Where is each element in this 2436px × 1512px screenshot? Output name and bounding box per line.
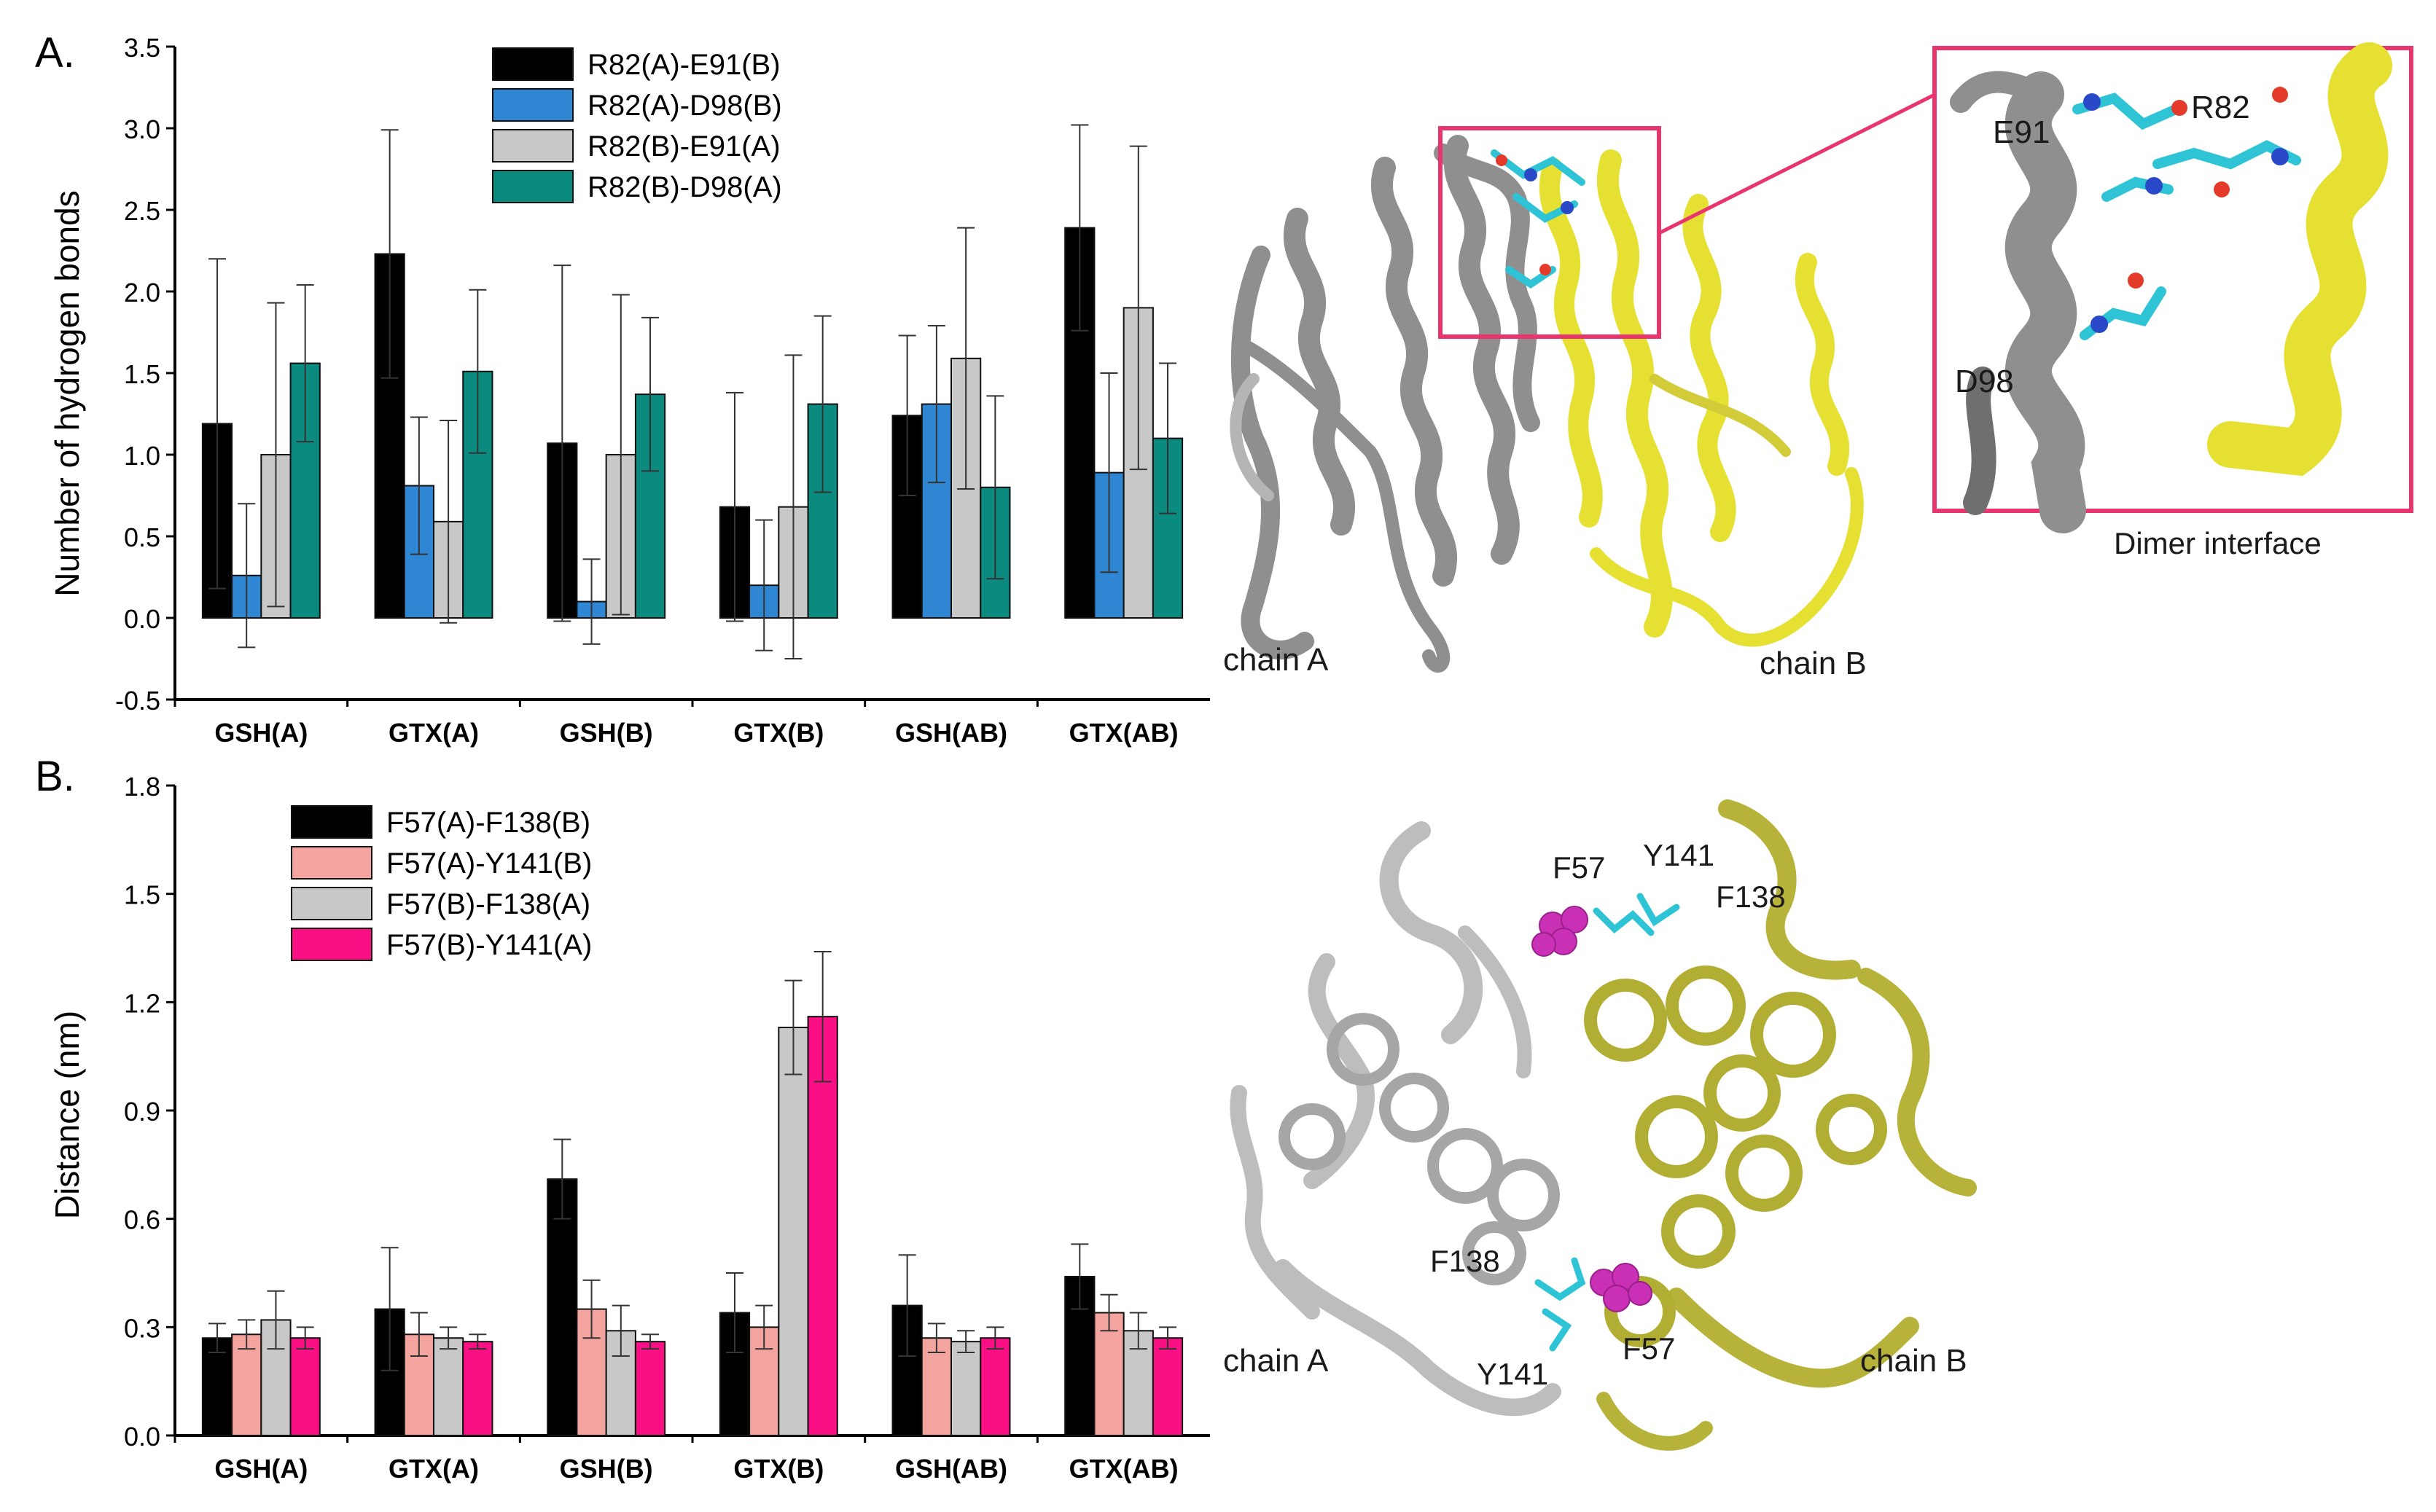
legend-swatch [492,47,574,81]
x-tick-label: GSH(B) [560,718,653,748]
f57-spheres-bottom [1590,1263,1652,1312]
y-tick-label: 2.0 [124,278,160,308]
chart-b: B. 0.0 0.3 0.6 0.9 1.2 1.5 1.8 GSH(A) GTX(A) GSH(… [35,753,1210,1484]
bar [634,1341,666,1436]
residue-label-r82: R82 [2191,90,2250,125]
y-axis-title-b: Distance (nm) [48,1011,86,1219]
bar [980,1337,1011,1436]
x-tick-label: GSH(AB) [895,1454,1007,1484]
residue-label-y141-bottom: Y141 [1477,1357,1548,1391]
x-tick-label: GTX(A) [389,718,479,748]
protein-structure-bottom: F57 Y141 F138 F138 Y141 F57 chain A chai… [1223,799,1977,1451]
panel-label-a: A. [35,29,75,77]
legend-b: F57(A)-F138(B) F57(A)-Y141(B) F57(B)-F138(… [291,805,592,961]
y-tick-label: 0.3 [124,1313,160,1343]
chart-a-plot: -0.5 0.0 0.5 1.0 1.5 2.0 2.5 3.0 3.5 GSH(A) GTX(A)… [115,33,1210,748]
zoom-connector-line [1658,93,1936,235]
legend-swatch [492,170,574,203]
chart-a: A. -0.5 0.0 0.5 1.0 1.5 2.0 2.5 3.0 3.5 GSH(A) GTX… [35,29,1210,748]
residue-label-y141-top: Y141 [1643,838,1714,872]
bar [1064,227,1096,619]
legend-entry: F57(B)-F138(A) [386,888,590,920]
bar [547,1178,578,1436]
chain-b-label-top: chain B [1760,646,1867,681]
legend-swatch [492,88,574,122]
chain-b-label-bottom: chain B [1860,1343,1967,1379]
y-tick-label: 1.5 [124,880,160,910]
residue-label-e91: E91 [1993,114,2050,150]
y-tick-label: -0.5 [115,686,160,716]
inset-atoms [2083,87,2289,333]
bar [807,1016,838,1436]
y-tick-label: 0.6 [124,1205,160,1235]
interface-residues-sticks [1491,149,1585,289]
legend-a: R82(A)-E91(B) R82(A)-D98(B) R82(B)-E91(A) R… [492,47,782,203]
residue-label-f138-top: F138 [1716,880,1786,914]
inset-yellow-helix [2207,42,2392,477]
chain-b-ribbon [1539,149,1864,647]
chain-a-label-top: chain A [1223,642,1329,678]
y-tick-label: 1.2 [124,988,160,1018]
x-tick-label: GTX(AB) [1069,718,1179,748]
chain-b-ribbon-bottom [1596,799,1977,1451]
y-tick-label: 0.0 [124,1422,160,1452]
legend-swatch [291,846,372,880]
y-tick-label: 1.8 [124,772,160,802]
protein-structure-top: chain A chain B [1223,93,1936,681]
residue-label-f138-bottom: F138 [1430,1244,1500,1278]
legend-swatch [291,928,372,961]
legend-entry: R82(A)-D98(B) [587,90,782,122]
legend-swatch [291,805,372,839]
legend-entry: F57(A)-Y141(B) [386,847,592,880]
y-tick-label: 3.5 [124,33,160,63]
y-tick-label: 0.9 [124,1097,160,1127]
chain-a-label-bottom: chain A [1223,1343,1329,1379]
bar [1152,1337,1184,1436]
legend-entry: F57(B)-Y141(A) [386,929,592,961]
y-tick-label: 1.5 [124,359,160,389]
y-tick-label: 0.0 [124,604,160,634]
y-tick-label: 0.5 [124,522,160,552]
legend-entry: R82(B)-E91(A) [587,130,781,162]
bar [462,1341,493,1436]
x-tick-label: GSH(A) [214,1454,308,1484]
chain-a-helix-coils [1278,1013,1560,1285]
x-tick-label: GSH(A) [214,718,308,748]
legend-swatch [291,887,372,920]
x-tick-label: GTX(B) [733,718,824,748]
legend-entry: R82(A)-E91(B) [587,49,781,81]
inset-grey-helix [1950,71,2086,533]
residue-label-f57-bottom: F57 [1623,1331,1675,1366]
f57-spheres-top [1531,906,1588,957]
dimer-interface-inset: E91 R82 D98 Dimer interface [1932,42,2413,560]
bar [778,1027,809,1436]
y-tick-label: 2.5 [124,196,160,226]
chain-a-ribbon [1230,135,1540,673]
bar [433,1337,464,1436]
x-tick-label: GTX(AB) [1069,1454,1179,1484]
panel-label-b: B. [35,753,75,800]
y-tick-label: 3.0 [124,114,160,144]
bar [201,1337,233,1436]
y-tick-label: 1.0 [124,441,160,471]
x-tick-label: GTX(B) [733,1454,824,1484]
legend-entry: R82(B)-D98(A) [587,171,782,203]
legend-entry: F57(A)-F138(B) [386,807,590,839]
bar [950,1341,982,1436]
x-tick-label: GSH(B) [560,1454,653,1484]
bar [289,1337,321,1436]
residue-label-f57-top: F57 [1553,850,1605,885]
residue-label-d98: D98 [1955,364,2014,399]
x-tick-label: GTX(A) [389,1454,479,1484]
chain-b-helix-coils [1584,965,1887,1347]
legend-swatch [492,129,574,162]
y-axis-title-a: Number of hydrogen bonds [48,190,86,596]
x-tick-label: GSH(AB) [895,718,1007,748]
y141-f138-sticks [1534,893,1680,1352]
chart-b-plot: 0.0 0.3 0.6 0.9 1.2 1.5 1.8 GSH(A) GTX(A) GSH(B) G… [124,772,1210,1484]
inset-caption: Dimer interface [2114,526,2322,560]
